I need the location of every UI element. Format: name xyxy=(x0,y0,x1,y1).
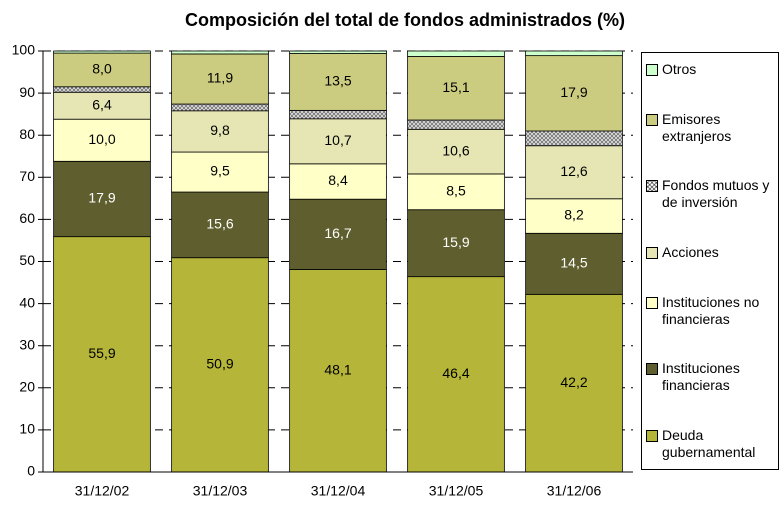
value-label: 16,7 xyxy=(324,225,351,241)
value-label: 8,5 xyxy=(446,183,466,199)
y-tick-label: 70 xyxy=(19,168,35,184)
y-tick-label: 40 xyxy=(19,294,35,310)
bar-segment xyxy=(53,52,151,88)
legend-item: Instituciones financieras xyxy=(646,360,774,394)
value-label: 9,5 xyxy=(210,163,230,179)
y-tick-label: 10 xyxy=(19,421,35,437)
value-label: 6,4 xyxy=(92,96,112,112)
x-tick-label: 31/12/05 xyxy=(429,483,484,499)
bar-segment xyxy=(171,151,269,193)
bar-segment xyxy=(171,110,269,153)
legend-label: Instituciones financieras xyxy=(662,360,740,394)
value-label: 13,5 xyxy=(324,73,351,89)
value-label: 55,9 xyxy=(88,345,115,361)
bar-segment xyxy=(53,50,151,54)
legend-swatch xyxy=(646,363,658,376)
y-tick-label: 80 xyxy=(19,126,35,142)
value-label: 15,6 xyxy=(206,216,233,232)
legend-item: Fondos mutuos y de inversión xyxy=(646,177,774,211)
bar-segment xyxy=(525,50,623,57)
bar-segment xyxy=(407,209,505,278)
legend-label: Emisores extranjeros xyxy=(662,110,732,144)
value-label: 10,6 xyxy=(442,142,469,158)
legend-swatch xyxy=(646,180,658,193)
legend-swatch xyxy=(646,113,658,126)
legend-label: Otros xyxy=(662,61,697,77)
bar-segment xyxy=(407,50,505,57)
legend-label: Fondos mutuos y de inversión xyxy=(662,177,770,211)
chart-title: Composición del total de fondos administ… xyxy=(185,10,625,30)
bar-segment xyxy=(171,257,269,473)
legend-item: Emisores extranjeros xyxy=(646,111,774,145)
legend-item: Acciones xyxy=(646,244,774,261)
bar-segment xyxy=(53,118,151,162)
bar-segment xyxy=(53,236,151,473)
y-tick-label: 20 xyxy=(19,379,35,395)
legend-swatch xyxy=(646,64,658,76)
bar-segment xyxy=(525,198,623,234)
value-label: 10,7 xyxy=(324,132,351,148)
legend-label: Deuda gubernamental xyxy=(662,426,756,460)
bar-segment xyxy=(171,53,269,105)
value-label: 50,9 xyxy=(206,356,233,372)
y-tick-label: 90 xyxy=(19,84,35,100)
bar-segment xyxy=(407,119,505,130)
bar-segment xyxy=(289,198,387,270)
value-label: 17,9 xyxy=(88,190,115,206)
y-tick-label: 50 xyxy=(19,252,35,268)
value-label: 9,8 xyxy=(210,122,230,138)
legend-item: Otros xyxy=(646,61,774,78)
value-label: 42,2 xyxy=(560,374,587,390)
value-label: 12,6 xyxy=(560,163,587,179)
value-label: 15,9 xyxy=(442,234,469,250)
value-label: 17,9 xyxy=(560,84,587,100)
bar-segment xyxy=(289,50,387,54)
bar-segment xyxy=(407,276,505,473)
bar-segment xyxy=(289,118,387,165)
x-tick-label: 31/12/02 xyxy=(75,483,130,499)
value-label: 8,0 xyxy=(92,61,112,77)
legend-item: Instituciones no financieras xyxy=(646,294,774,328)
value-label: 8,4 xyxy=(328,172,348,188)
legend: Otros Emisores extranjeros Fondos mutuos y… xyxy=(641,52,779,470)
value-label: 11,9 xyxy=(207,70,233,86)
value-label: 10,0 xyxy=(88,131,115,147)
legend-swatch xyxy=(646,246,658,259)
bar-segment xyxy=(289,109,387,120)
x-tick-label: 31/12/04 xyxy=(311,483,366,499)
bar-segment xyxy=(289,163,387,200)
y-tick-label: 30 xyxy=(19,336,35,352)
x-tick-label: 31/12/06 xyxy=(547,483,602,499)
value-label: 48,1 xyxy=(324,361,351,377)
legend-swatch xyxy=(646,429,658,442)
legend-label: Acciones xyxy=(662,243,719,260)
bar-segment xyxy=(53,86,151,93)
bar-segment xyxy=(525,232,623,295)
bar-segment xyxy=(171,103,269,112)
bar-segment xyxy=(289,269,387,473)
y-tick-label: 100 xyxy=(12,42,36,58)
x-tick-label: 31/12/03 xyxy=(193,483,248,499)
y-tick-label: 0 xyxy=(27,463,35,479)
bar-segment xyxy=(53,160,151,238)
bar-segment xyxy=(171,50,269,55)
bar-segment xyxy=(407,56,505,121)
bar-segment xyxy=(171,191,269,259)
bar-segment xyxy=(289,53,387,111)
bar-segment xyxy=(525,145,623,200)
value-label: 46,4 xyxy=(442,365,469,381)
value-label: 15,1 xyxy=(442,79,469,95)
legend-swatch xyxy=(646,296,658,309)
value-label: 14,5 xyxy=(560,255,587,271)
value-label: 8,2 xyxy=(564,207,584,223)
legend-label: Instituciones no financieras xyxy=(662,293,760,327)
y-tick-label: 60 xyxy=(19,210,35,226)
legend-item: Deuda gubernamental xyxy=(646,427,774,461)
bar-segment xyxy=(525,130,623,147)
